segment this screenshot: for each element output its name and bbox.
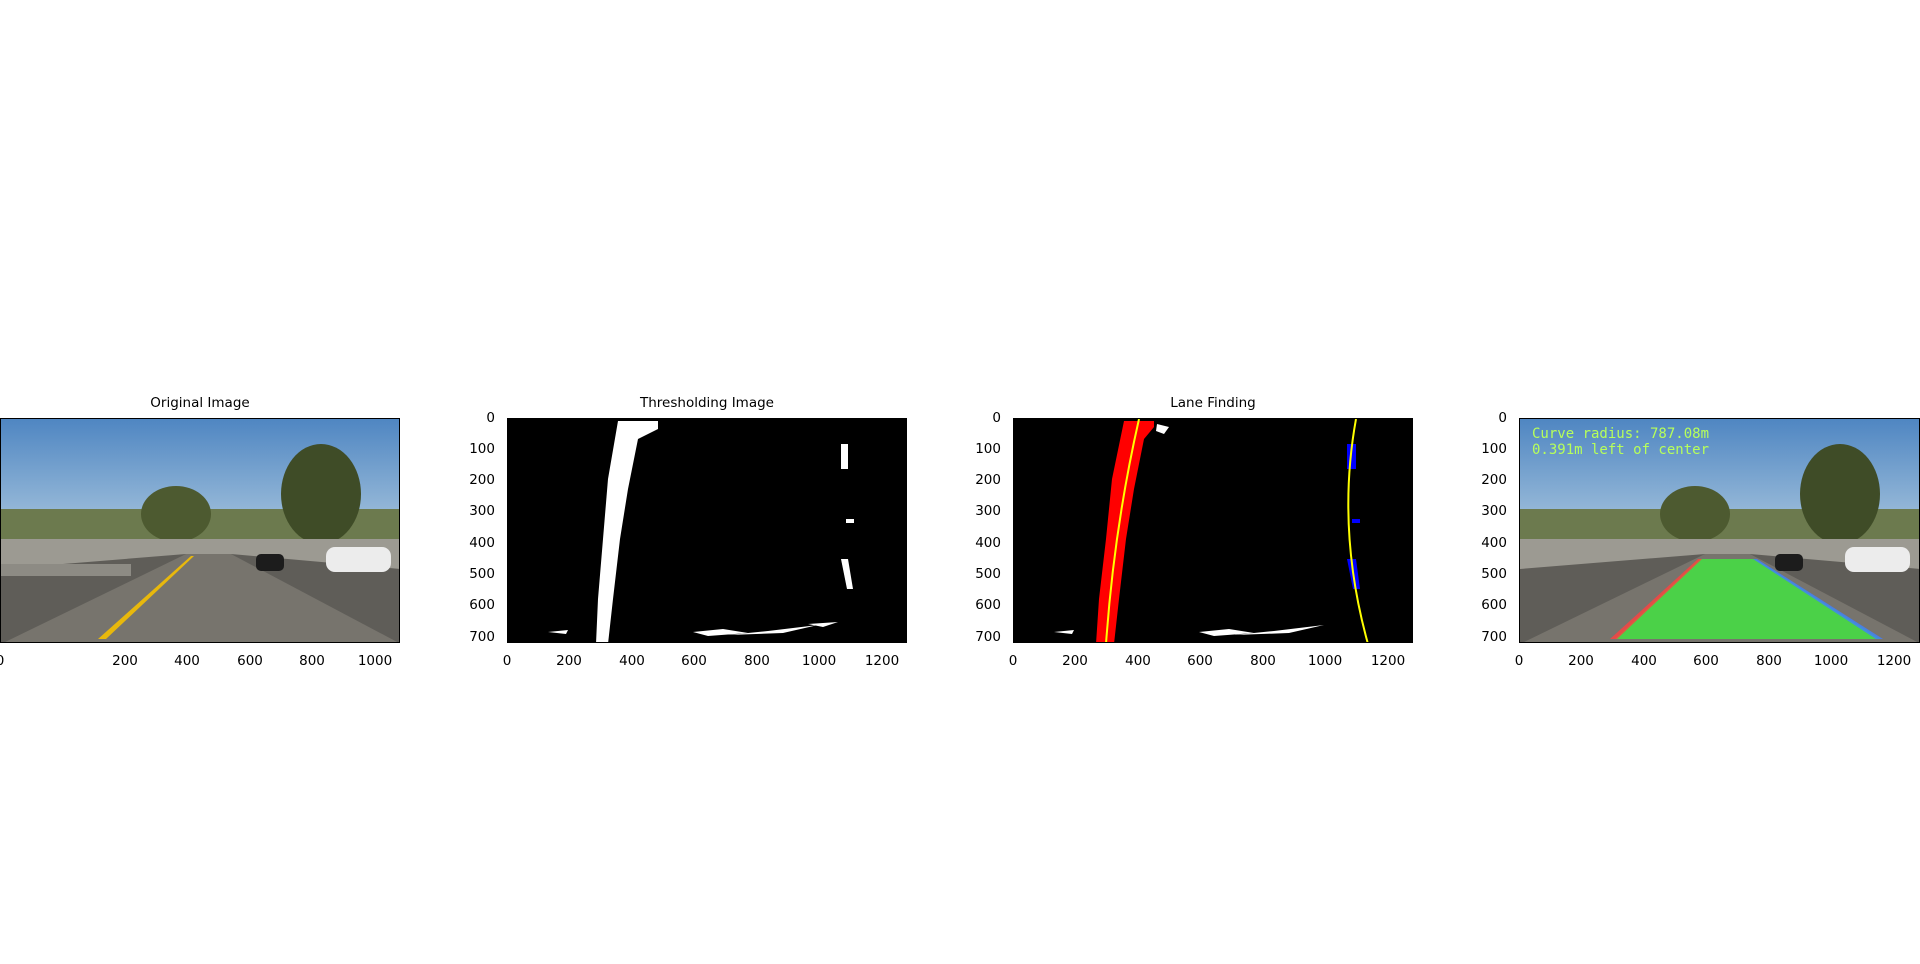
result-image: [1519, 418, 1920, 643]
x-tick: 200: [112, 653, 138, 669]
x-tick: 1200: [864, 653, 900, 669]
x-tick: 800: [1250, 653, 1276, 669]
x-tick: 600: [1693, 653, 1719, 669]
panel-title: Thresholding Image: [640, 395, 774, 411]
x-tick: 0: [0, 653, 4, 669]
y-tick: 600: [1481, 597, 1507, 613]
y-tick: 100: [469, 441, 495, 457]
x-tick: 400: [1631, 653, 1657, 669]
y-tick: 400: [469, 535, 495, 551]
y-tick: 700: [975, 629, 1001, 645]
y-tick: 700: [469, 629, 495, 645]
y-tick: 300: [1481, 503, 1507, 519]
y-tick: 0: [992, 410, 1001, 426]
y-tick: 100: [975, 441, 1001, 457]
y-tick: 200: [469, 472, 495, 488]
y-tick: 100: [1481, 441, 1507, 457]
x-tick: 800: [299, 653, 325, 669]
x-tick: 400: [1125, 653, 1151, 669]
y-tick: 0: [486, 410, 495, 426]
original-image: [0, 418, 400, 643]
y-tick: 700: [1481, 629, 1507, 645]
y-tick: 600: [975, 597, 1001, 613]
x-tick: 600: [237, 653, 263, 669]
panel-title: Original Image: [150, 395, 250, 411]
curve-radius-label: Curve radius: 787.08m: [1532, 426, 1710, 442]
x-tick: 1000: [1813, 653, 1849, 669]
y-tick: 600: [469, 597, 495, 613]
threshold-image: [507, 418, 907, 643]
offset-label: 0.391m left of center: [1532, 442, 1710, 458]
x-tick: 1000: [357, 653, 393, 669]
y-tick: 400: [975, 535, 1001, 551]
y-tick: 400: [1481, 535, 1507, 551]
y-tick: 300: [469, 503, 495, 519]
lane-finding-image: [1013, 418, 1413, 643]
y-tick: 500: [1481, 566, 1507, 582]
x-tick: 0: [1514, 653, 1524, 669]
x-tick: 800: [1756, 653, 1782, 669]
y-tick: 200: [1481, 472, 1507, 488]
y-tick: 500: [469, 566, 495, 582]
x-tick: 200: [1568, 653, 1594, 669]
x-tick: 800: [744, 653, 770, 669]
panel-title: Lane Finding: [1170, 395, 1256, 411]
x-tick: 1200: [1370, 653, 1406, 669]
x-tick: 0: [1008, 653, 1018, 669]
y-tick: 300: [975, 503, 1001, 519]
y-tick: 200: [975, 472, 1001, 488]
y-tick: 500: [975, 566, 1001, 582]
x-tick: 1000: [1307, 653, 1343, 669]
x-tick: 400: [174, 653, 200, 669]
x-tick: 1000: [801, 653, 837, 669]
x-tick: 400: [619, 653, 645, 669]
y-tick: 0: [1498, 410, 1507, 426]
x-tick: 1200: [1876, 653, 1912, 669]
x-tick: 600: [1187, 653, 1213, 669]
x-tick: 0: [502, 653, 512, 669]
x-tick: 200: [1062, 653, 1088, 669]
x-tick: 600: [681, 653, 707, 669]
x-tick: 200: [556, 653, 582, 669]
